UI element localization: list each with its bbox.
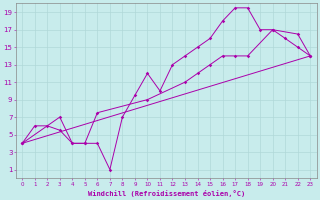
X-axis label: Windchill (Refroidissement éolien,°C): Windchill (Refroidissement éolien,°C) [88, 190, 245, 197]
